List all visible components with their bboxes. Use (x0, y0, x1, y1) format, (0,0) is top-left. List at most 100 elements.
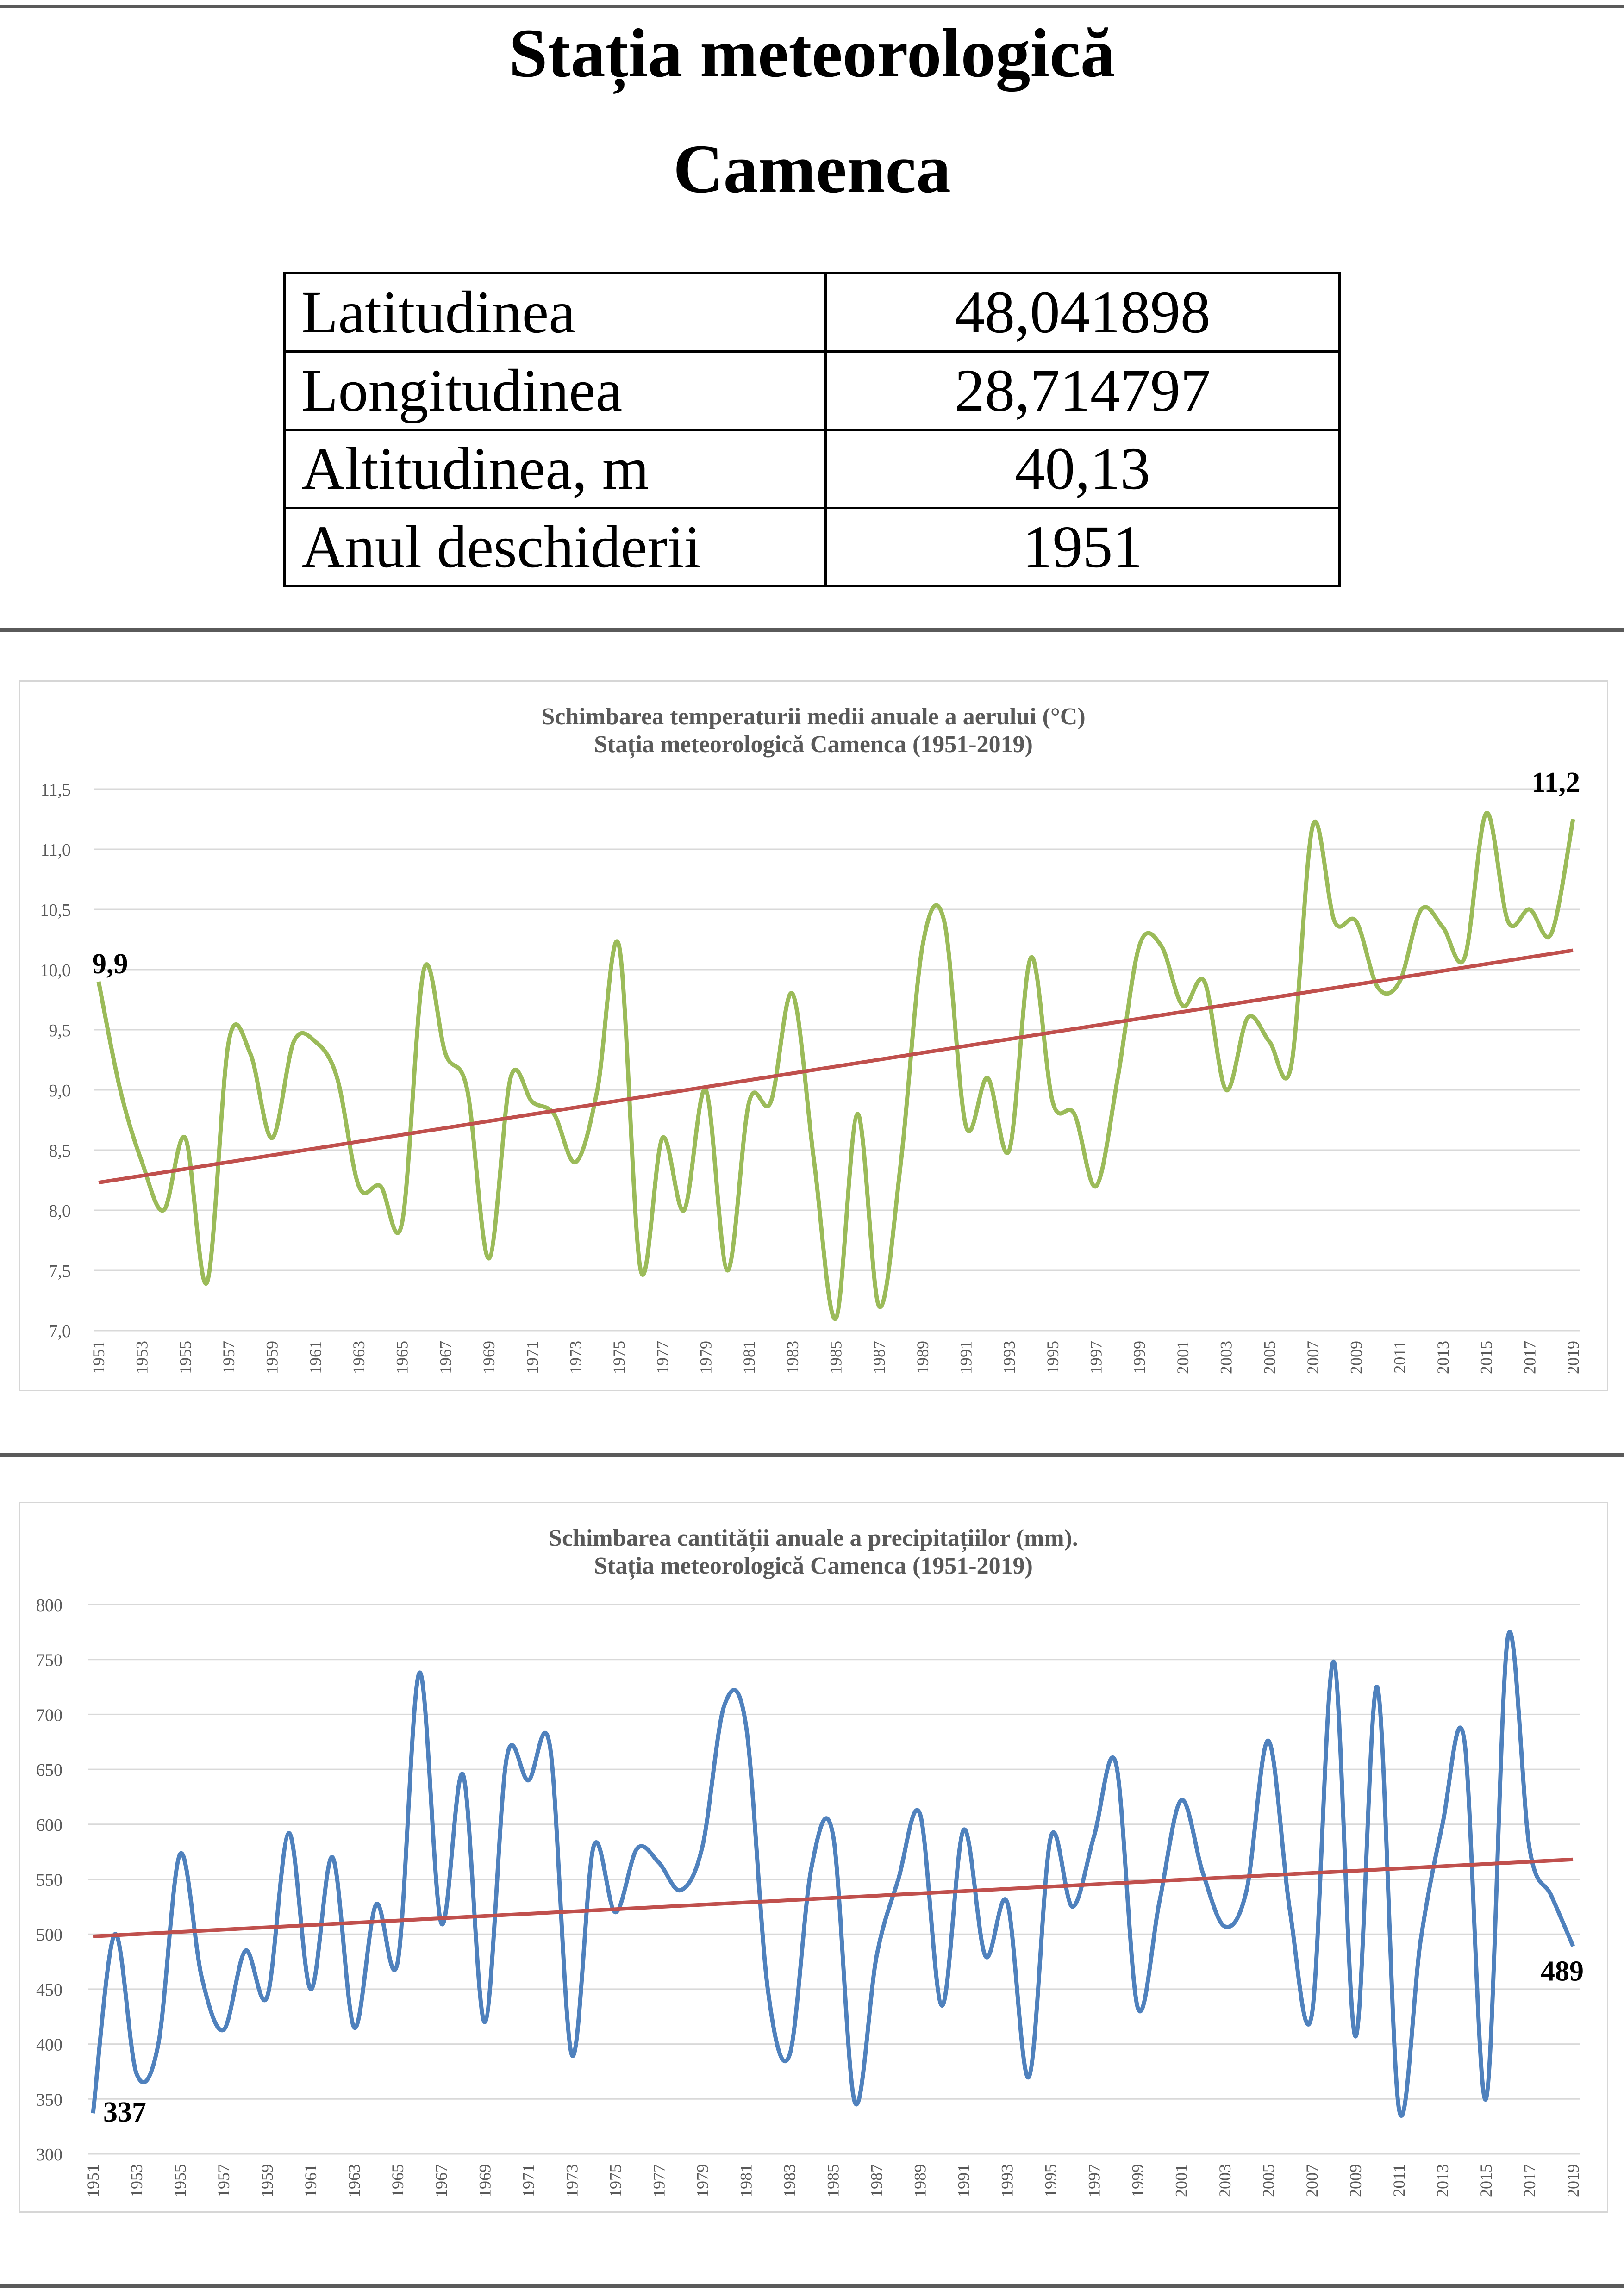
data-label: 489 (1541, 1955, 1584, 1987)
x-tick-label: 2013 (1433, 2164, 1452, 2197)
station-info-table: Latitudinea 48,041898 Longitudinea 28,71… (283, 272, 1341, 587)
x-tick-label: 1955 (176, 1341, 194, 1374)
trend-line (93, 1857, 1574, 1938)
x-tick-label: 1979 (693, 2164, 712, 2197)
x-tick-label: 1973 (566, 1341, 585, 1374)
y-tick-label: 550 (36, 1871, 62, 1890)
y-tick-label: 9,0 (49, 1081, 71, 1101)
table-row: Latitudinea 48,041898 (283, 272, 1341, 353)
x-tick-label: 1977 (650, 2164, 668, 2197)
x-tick-label: 1961 (306, 1341, 325, 1374)
x-tick-label: 1955 (171, 2164, 189, 2197)
page-title-line2: Camenca (673, 131, 951, 207)
x-tick-label: 2001 (1172, 2164, 1191, 2197)
y-tick-label: 400 (36, 2035, 62, 2055)
x-tick-label: 1951 (89, 1341, 108, 1374)
bottom-divider (0, 2284, 1624, 2288)
y-tick-label: 700 (36, 1705, 62, 1725)
y-tick-label: 10,0 (40, 961, 71, 980)
table-row: Altitudinea, m 40,13 (283, 429, 1341, 509)
precipitation-chart-frame: Schimbarea cantității anuale a precipita… (19, 1502, 1608, 2213)
x-tick-label: 2003 (1216, 2164, 1234, 2197)
chart-title: Schimbarea cantității anuale a precipita… (549, 1525, 1078, 1552)
top-divider (0, 5, 1624, 8)
table-cell-label: Latitudinea (283, 272, 827, 353)
x-tick-label: 1991 (957, 1341, 975, 1374)
data-series-line (96, 811, 1575, 1321)
x-tick-label: 1993 (998, 2164, 1017, 2197)
x-tick-label: 1997 (1085, 2164, 1104, 2197)
y-tick-label: 8,0 (49, 1201, 71, 1221)
x-tick-label: 1983 (780, 2164, 799, 2197)
x-tick-label: 1983 (783, 1341, 802, 1374)
x-tick-label: 1985 (827, 1341, 845, 1374)
x-tick-label: 1985 (824, 2164, 843, 2197)
y-tick-label: 7,5 (49, 1262, 71, 1281)
chart-subtitle: Stația meteorologică Camenca (1951-2019) (594, 731, 1033, 759)
x-tick-label: 1981 (737, 2164, 755, 2197)
x-tick-label: 1957 (214, 2164, 233, 2197)
trend-line (98, 948, 1574, 1185)
table-cell-value: 1951 (824, 507, 1341, 587)
y-tick-label: 750 (36, 1651, 62, 1670)
x-tick-label: 1977 (653, 1341, 672, 1374)
data-label: 11,2 (1531, 767, 1580, 798)
x-tick-label: 1989 (913, 1341, 932, 1374)
data-label: 9,9 (92, 948, 128, 980)
y-tick-label: 10,5 (40, 901, 71, 920)
y-tick-label: 500 (36, 1925, 62, 1945)
x-tick-label: 1999 (1130, 1341, 1149, 1374)
x-tick-label: 1971 (519, 2164, 537, 2197)
x-tick-label: 2009 (1346, 2164, 1365, 2197)
x-tick-label: 1953 (127, 2164, 146, 2197)
x-tick-label: 2019 (1564, 1341, 1582, 1374)
x-tick-label: 1957 (219, 1341, 238, 1374)
table-cell-value: 40,13 (824, 429, 1341, 509)
x-tick-label: 1995 (1043, 1341, 1062, 1374)
chart-subtitle: Stația meteorologică Camenca (1951-2019) (594, 1553, 1033, 1580)
x-tick-label: 2019 (1564, 2164, 1582, 2197)
x-tick-label: 2011 (1390, 2164, 1408, 2197)
y-tick-label: 11,0 (41, 840, 71, 860)
temperature-chart-frame: Schimbarea temperaturii medii anuale a a… (19, 680, 1608, 1391)
x-tick-label: 2001 (1174, 1341, 1192, 1374)
table-row: Longitudinea 28,714797 (283, 350, 1341, 431)
table-row: Anul deschiderii 1951 (283, 507, 1341, 587)
x-tick-label: 2007 (1304, 1341, 1322, 1374)
x-tick-label: 1999 (1129, 2164, 1147, 2197)
x-tick-label: 1969 (475, 2164, 494, 2197)
x-tick-label: 1959 (263, 1341, 281, 1374)
y-tick-label: 9,5 (49, 1021, 71, 1040)
x-tick-label: 2015 (1477, 2164, 1495, 2197)
x-tick-label: 1987 (868, 2164, 886, 2197)
x-tick-label: 1967 (436, 1341, 455, 1374)
x-tick-label: 1989 (911, 2164, 930, 2197)
x-tick-label: 1995 (1042, 2164, 1060, 2197)
x-tick-label: 1975 (610, 1341, 628, 1374)
chart-title: Schimbarea temperaturii medii anuale a a… (541, 703, 1085, 730)
y-tick-label: 350 (36, 2090, 62, 2109)
y-tick-label: 8,5 (49, 1141, 71, 1161)
y-tick-label: 450 (36, 1980, 62, 2000)
x-tick-label: 1967 (432, 2164, 450, 2197)
x-tick-label: 2007 (1303, 2164, 1321, 2197)
section-divider (0, 628, 1624, 632)
x-tick-label: 2003 (1217, 1341, 1236, 1374)
x-tick-label: 2009 (1347, 1341, 1366, 1374)
y-tick-label: 7,0 (49, 1322, 71, 1341)
x-tick-label: 1963 (345, 2164, 363, 2197)
x-tick-label: 1969 (480, 1341, 498, 1374)
x-tick-label: 1987 (870, 1341, 888, 1374)
x-tick-label: 1951 (84, 2164, 102, 2197)
x-tick-label: 1975 (606, 2164, 625, 2197)
table-cell-value: 28,714797 (824, 350, 1341, 431)
x-tick-label: 1965 (393, 1341, 412, 1374)
section-divider (0, 1453, 1624, 1457)
table-cell-label: Anul deschiderii (283, 507, 827, 587)
page-title-line1: Stația meteorologică (509, 15, 1115, 92)
x-tick-label: 2013 (1434, 1341, 1452, 1374)
x-tick-label: 2005 (1259, 2164, 1278, 2197)
precipitation-chart: Schimbarea cantității anuale a precipita… (36, 1525, 1584, 2197)
data-series-line (91, 1630, 1575, 2118)
x-tick-label: 1979 (696, 1341, 715, 1374)
